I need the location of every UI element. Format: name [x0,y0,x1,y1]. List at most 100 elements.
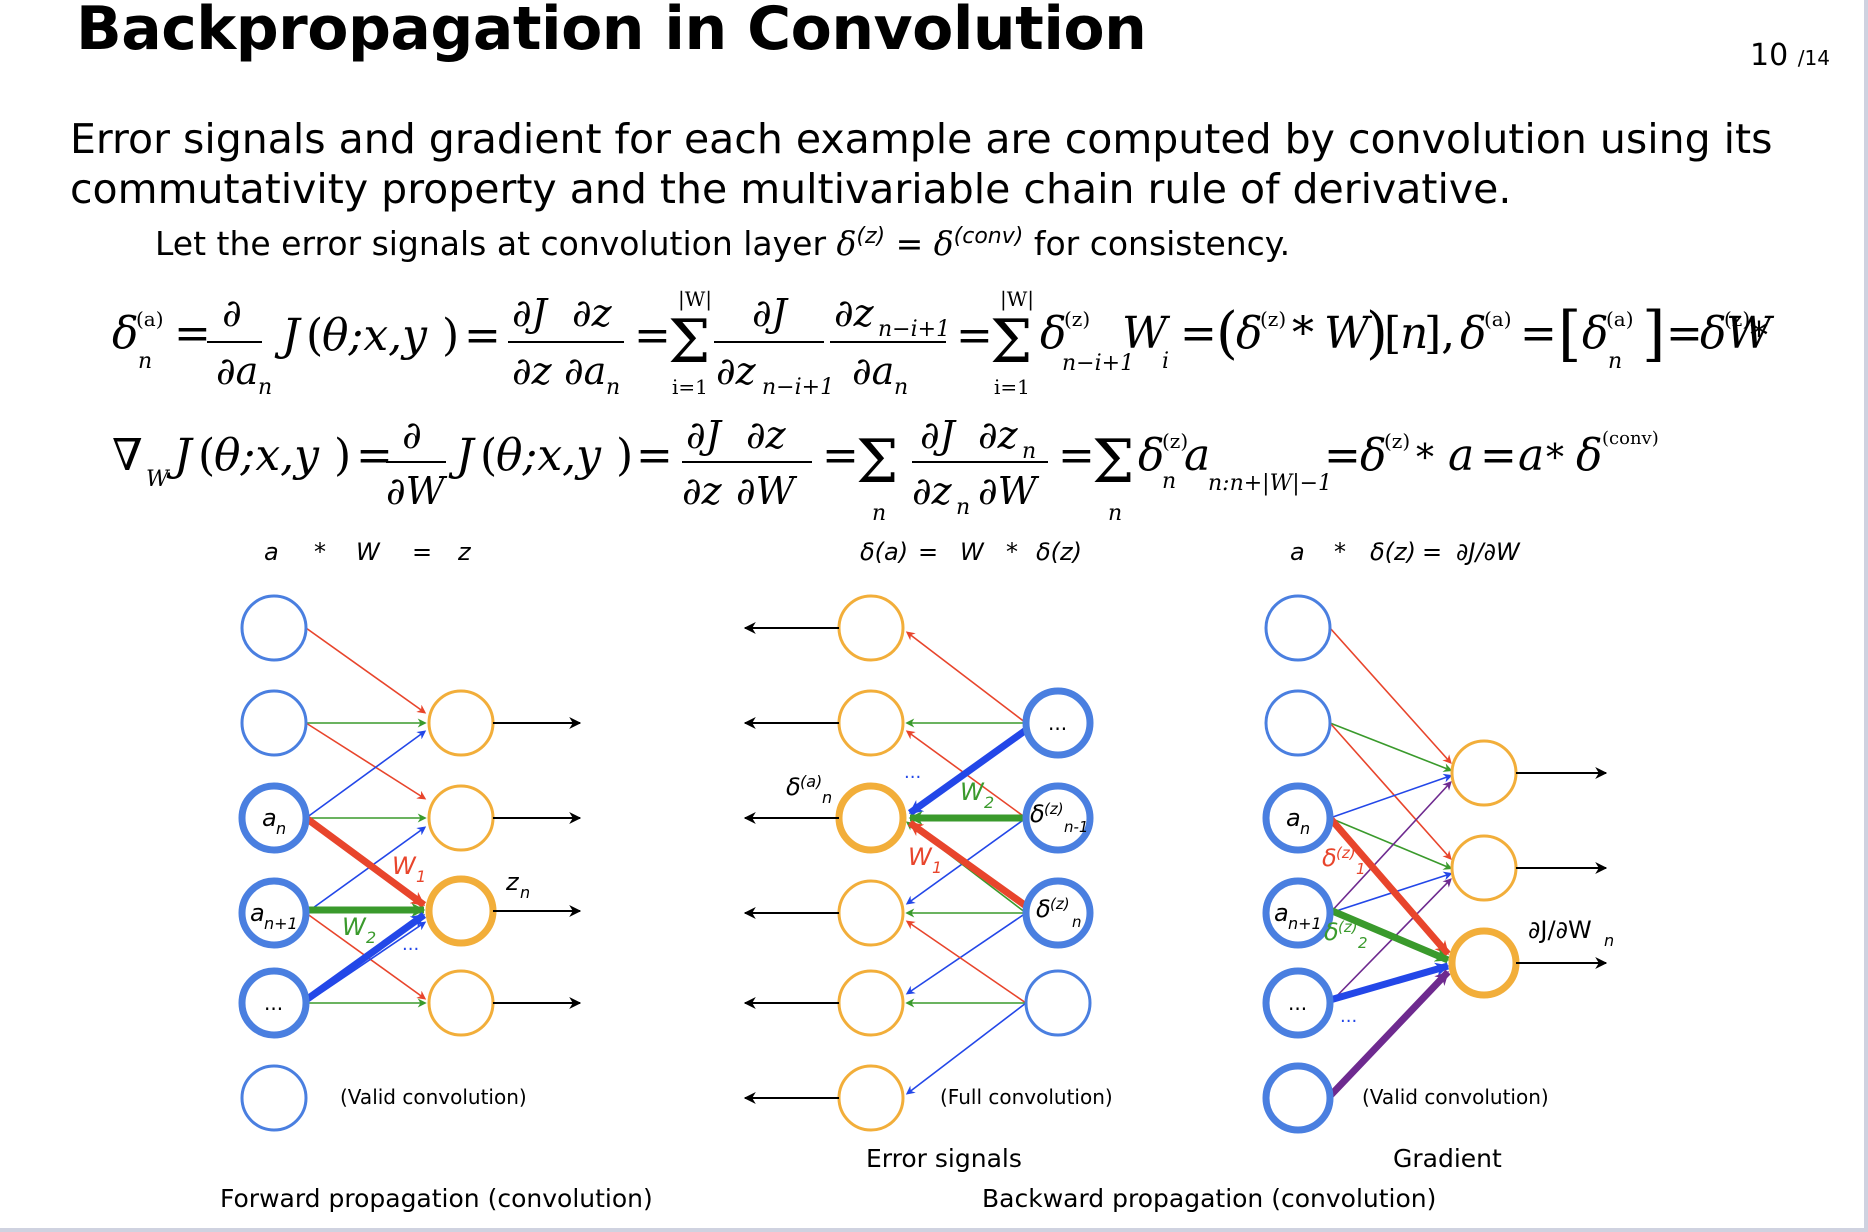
svg-text:∂: ∂ [402,420,422,457]
svg-text:n−i+1: n−i+1 [762,375,834,398]
error-panel: δ(a) = W * δ(z) [743,538,1094,1132]
svg-text:∂a: ∂a [564,349,606,393]
error-node-dzn-label: δ [1036,895,1051,923]
error-node-4 [837,879,905,947]
error-w1-label: W [908,843,933,871]
gradient-node-an-label: a [1286,804,1301,832]
svg-text:n: n [138,349,152,374]
forward-input-node-dots [238,967,310,1039]
equation-gradient-svg: ∇ W J ( θ;x,y ) = ∂ ∂W J ( θ;x,y ) = ∂J … [112,413,1659,526]
svg-text:∂W: ∂W [978,469,1040,513]
gradient-input-node-an1 [1262,877,1334,949]
error-node-dzn1-sub: n-1 [1064,818,1088,836]
gradient-formula-a: a [1290,538,1305,566]
intro-line-1: Error signals and gradient for each exam… [70,115,1773,163]
svg-text:∇: ∇ [112,430,143,481]
svg-text:δ: δ [112,308,139,359]
svg-text:i=1: i=1 [994,375,1030,398]
svg-text:n: n [872,501,886,526]
error-node-dzn-sub: n [1072,913,1082,931]
gradient-node-an1-label: a [1274,899,1289,927]
equation-error-signal-svg: δ (a) n = ∂ ∂a n J ( θ;x,y ) = ∂J ∂z ∂z … [112,287,1768,400]
svg-text:δ: δ [1360,430,1387,481]
svg-text:|W|: |W| [1000,288,1034,312]
forward-output-node-4 [427,969,495,1037]
svg-text:∂J: ∂J [920,420,957,457]
svg-text:∂z: ∂z [716,349,757,393]
forward-formula-z: z [457,538,472,566]
svg-text:a: a [1448,430,1474,481]
svg-text:θ;x,y: θ;x,y [214,430,320,481]
svg-text:=: = [464,310,501,361]
svg-text:∂z: ∂z [978,420,1019,457]
svg-text:∂J: ∂J [512,291,549,335]
svg-text:=: = [636,430,673,481]
error-formula-dz: δ(z) [1036,538,1082,566]
consistency-note: Let the error signals at convolution lay… [155,224,1290,263]
gradient-node-an1-sub: n+1 [1288,914,1322,933]
svg-text:(a): (a) [1484,307,1512,331]
svg-text:=: = [1324,430,1361,481]
forward-formula-a: a [264,538,279,566]
error-node-dzn1-sup: (z) [1044,800,1064,818]
error-node-dzn-sup: (z) [1050,895,1070,913]
note-sup-z: (z) [856,224,886,249]
svg-text:Σ: Σ [668,307,710,377]
svg-text:Σ: Σ [990,307,1032,377]
svg-text:(z): (z) [1064,307,1090,331]
svg-text:n:n+|W|−1: n:n+|W|−1 [1208,471,1332,496]
svg-text:∂z: ∂z [682,469,723,513]
svg-text:(z): (z) [1260,307,1286,331]
svg-text:[: [ [1384,308,1401,359]
forward-node-an1-label: a [250,899,265,927]
svg-text:=: = [174,308,211,359]
svg-text:W: W [1122,308,1171,359]
gradient-d2-sup: (z) [1338,918,1358,936]
gradient-formula-djdw: ∂J/∂W [1456,538,1521,566]
svg-text:=: = [1520,308,1557,359]
page-current: 10 [1750,38,1789,73]
error-node-da [835,782,907,854]
gradient-node-dots-label: ... [1288,991,1307,1015]
svg-text:n: n [606,375,620,398]
note-prefix: Let the error signals at convolution lay… [155,224,837,263]
svg-text:n: n [1022,439,1036,464]
forward-node-an-sub: n [276,819,286,838]
svg-text:],: ], [1424,308,1455,359]
gradient-formula: a * δ(z) = ∂J/∂W [1290,538,1521,566]
forward-output-node-2 [427,784,495,852]
gradient-input-node-1 [1264,594,1332,662]
gradient-formula-dz: δ(z) [1370,538,1416,566]
svg-text:∂a: ∂a [852,349,894,393]
gradient-out-label: ∂J/∂W [1528,916,1592,944]
gradient-node-an-sub: n [1300,819,1310,838]
svg-text:(conv): (conv) [1602,428,1659,449]
gradient-input-node-2 [1264,689,1332,757]
convolution-notes: (Valid convolution) (Full convolution) (… [340,1085,1549,1109]
error-w2-label: W [960,778,985,806]
page-number: 10 /14 [1750,38,1830,73]
gradient-output-node-1 [1450,739,1518,807]
error-node-last [1024,969,1092,1037]
error-caption: Error signals [866,1144,1022,1173]
svg-text:∂J: ∂J [686,420,723,457]
gradient-formula-eq: = [1422,538,1442,566]
svg-text:n: n [956,495,970,520]
svg-text:|W|: |W| [678,288,712,312]
forward-input-node-2 [240,689,308,757]
forward-formula: a * W = z [264,538,472,566]
svg-text:Σ: Σ [856,427,898,497]
gradient-output-node-2 [1450,834,1518,902]
forward-input-node-an1 [238,877,310,949]
intro-paragraph: Error signals and gradient for each exam… [70,114,1830,214]
error-formula-w: W [960,538,985,566]
error-node-dzn1-label: δ [1030,800,1045,828]
svg-text:): ) [442,310,459,361]
svg-text:i: i [1162,349,1169,374]
error-node-6 [837,1064,905,1132]
gradient-conv-note: (Valid convolution) [1362,1085,1549,1109]
svg-text:∂J: ∂J [752,291,789,335]
svg-text:∂z: ∂z [834,291,875,335]
svg-text:=: = [634,310,671,361]
error-node-2 [837,689,905,757]
